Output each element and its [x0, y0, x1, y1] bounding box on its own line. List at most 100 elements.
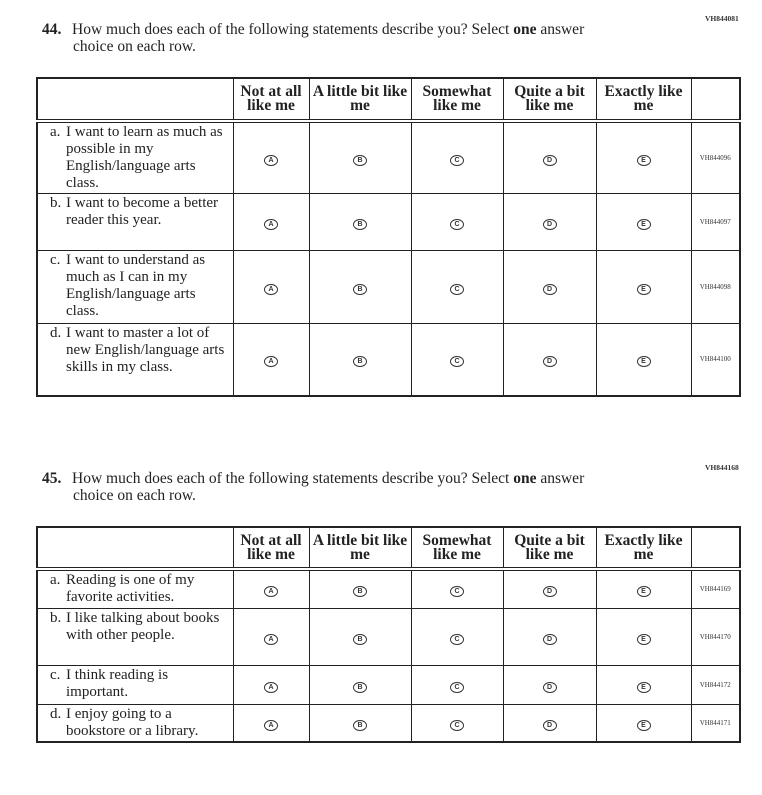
answer-cell: B — [308, 120, 412, 194]
answer-bubble-a[interactable]: A — [264, 633, 278, 645]
table-row: a. Reading is one of my favorite activiti… — [36, 568, 741, 609]
answer-bubble-d[interactable]: D — [542, 719, 557, 731]
answer-bubble-b[interactable]: B — [353, 681, 367, 693]
answer-cell: B — [308, 607, 412, 666]
answer-cell: B — [308, 568, 412, 609]
answer-cell: A — [232, 249, 310, 324]
answer-bubble-b[interactable]: B — [353, 633, 367, 645]
answer-bubble-d[interactable]: D — [542, 154, 557, 166]
table-row: b. I want to become a better reader this … — [36, 192, 741, 251]
answer-bubble-b[interactable]: B — [353, 356, 367, 368]
question-code: VH844168 — [705, 463, 739, 472]
answer-bubble-b[interactable]: B — [353, 218, 367, 230]
item-id: VH844100 — [690, 322, 741, 397]
prompt-text: choice on each row. — [73, 487, 196, 504]
answer-cell: B — [308, 703, 412, 743]
item-id: VH844170 — [690, 607, 741, 666]
answer-bubble-e[interactable]: E — [636, 586, 651, 598]
answer-bubble-e[interactable]: E — [636, 283, 651, 295]
answer-cell: C — [410, 322, 504, 397]
answer-bubble-c[interactable]: C — [450, 283, 464, 295]
answer-cell: A — [232, 120, 310, 194]
answer-bubble-a[interactable]: A — [264, 218, 278, 230]
prompt-text: answer — [536, 21, 585, 38]
answer-cell: C — [410, 120, 504, 194]
statement-text: I want to become a better reader this ye… — [66, 194, 219, 228]
answer-bubble-e[interactable]: E — [636, 356, 651, 368]
prompt-text: How much does each of the following stat… — [72, 21, 514, 38]
answer-bubble-a[interactable]: A — [264, 681, 278, 693]
answer-cell: D — [502, 568, 597, 609]
column-header: Not at all like me — [232, 526, 310, 571]
answer-bubble-c[interactable]: C — [450, 633, 464, 645]
question-number: 44. — [42, 21, 62, 38]
answer-cell: A — [232, 664, 310, 705]
header-blank — [36, 77, 234, 123]
answer-cell: D — [502, 703, 597, 743]
answer-cell: D — [502, 192, 597, 251]
answer-cell: E — [595, 192, 692, 251]
answer-bubble-a[interactable]: A — [264, 719, 278, 731]
answer-bubble-c[interactable]: C — [450, 586, 464, 598]
response-grid: Not at all like me A little bit like me So… — [36, 526, 741, 743]
answer-bubble-b[interactable]: B — [353, 719, 367, 731]
header-row: Not at all like me A little bit like me So… — [36, 526, 741, 571]
answer-bubble-a[interactable]: A — [264, 586, 278, 598]
answer-bubble-d[interactable]: D — [542, 356, 557, 368]
item-id: VH844098 — [690, 249, 741, 324]
answer-bubble-c[interactable]: C — [450, 154, 464, 166]
statement-letter: c. — [50, 251, 61, 268]
answer-cell: B — [308, 249, 412, 324]
answer-bubble-d[interactable]: D — [542, 218, 557, 230]
header-blank — [36, 526, 234, 571]
answer-cell: C — [410, 607, 504, 666]
statement: d. I want to master a lot of new English/… — [36, 322, 234, 397]
answer-bubble-c[interactable]: C — [450, 681, 464, 693]
statement: a. I want to learn as much as possible in… — [36, 120, 234, 194]
answer-bubble-e[interactable]: E — [636, 218, 651, 230]
answer-bubble-a[interactable]: A — [264, 154, 278, 166]
question-prompt: 44. How much does each of the following s… — [42, 21, 662, 55]
answer-cell: D — [502, 664, 597, 705]
question-code: VH844081 — [705, 14, 739, 23]
statement-text: I like talking about books with other pe… — [66, 609, 220, 643]
answer-bubble-b[interactable]: B — [353, 154, 367, 166]
answer-cell: C — [410, 664, 504, 705]
statement-text: I want to understand as much as I can in… — [66, 251, 206, 319]
statement-letter: a. — [50, 124, 61, 140]
question-prompt: 45. How much does each of the following s… — [42, 470, 662, 504]
answer-cell: D — [502, 322, 597, 397]
statement-text: I enjoy going to a bookstore or a librar… — [66, 705, 199, 739]
answer-bubble-c[interactable]: C — [450, 356, 464, 368]
answer-bubble-d[interactable]: D — [542, 283, 557, 295]
answer-bubble-d[interactable]: D — [542, 633, 557, 645]
answer-bubble-e[interactable]: E — [636, 681, 651, 693]
statement: a. Reading is one of my favorite activiti… — [36, 568, 234, 609]
answer-bubble-a[interactable]: A — [264, 283, 278, 295]
answer-bubble-b[interactable]: B — [353, 283, 367, 295]
answer-bubble-a[interactable]: A — [264, 356, 278, 368]
answer-cell: B — [308, 322, 412, 397]
answer-cell: B — [308, 664, 412, 705]
answer-bubble-e[interactable]: E — [636, 719, 651, 731]
answer-bubble-e[interactable]: E — [636, 154, 651, 166]
answer-cell: C — [410, 703, 504, 743]
answer-bubble-c[interactable]: C — [450, 719, 464, 731]
answer-bubble-d[interactable]: D — [542, 586, 557, 598]
prompt-emphasis: one — [513, 470, 537, 487]
column-header: Exactly like me — [595, 526, 692, 571]
item-id: VH844172 — [690, 664, 741, 705]
table-row: d. I enjoy going to a bookstore or a libr… — [36, 703, 741, 743]
statement: d. I enjoy going to a bookstore or a libr… — [36, 703, 234, 743]
statement: b. I like talking about books with other … — [36, 607, 234, 666]
prompt-text: How much does each of the following stat… — [72, 470, 514, 487]
answer-bubble-c[interactable]: C — [450, 218, 464, 230]
statement: c. I think reading is important. — [36, 664, 234, 705]
answer-cell: D — [502, 120, 597, 194]
answer-bubble-e[interactable]: E — [636, 633, 651, 645]
answer-bubble-b[interactable]: B — [353, 586, 367, 598]
prompt-emphasis: one — [513, 21, 537, 38]
answer-bubble-d[interactable]: D — [542, 681, 557, 693]
answer-cell: C — [410, 249, 504, 324]
statement-text: I want to learn as much as possible in m… — [66, 124, 223, 191]
